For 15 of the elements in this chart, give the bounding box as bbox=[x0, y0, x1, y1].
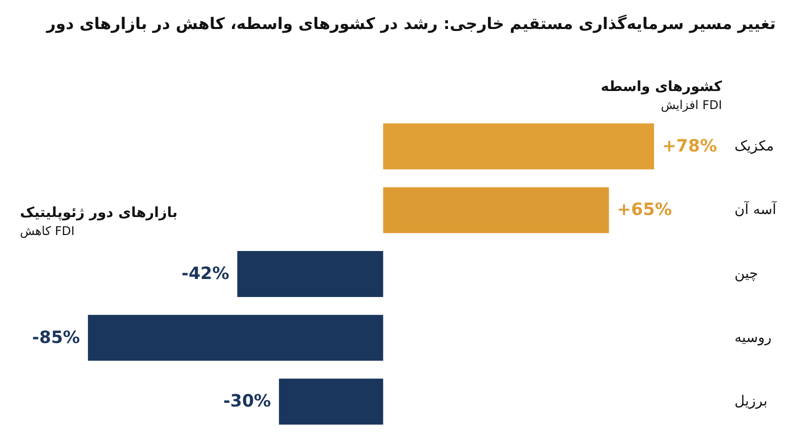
data-label: -42% bbox=[182, 264, 230, 284]
chart-title: تغییر مسیر سرمایه‌گذاری مستقیم خارجی: رشد در کشورهای واسطه، کاهش در بازارهای دور bbox=[46, 14, 776, 33]
data-label: +65% bbox=[616, 200, 672, 220]
y-tick-label: روسیه bbox=[734, 330, 772, 346]
y-tick-label: مکزیک bbox=[734, 138, 774, 154]
text: کاهش FDI bbox=[20, 224, 74, 238]
y-tick-label: آسه آن bbox=[734, 200, 778, 218]
annotation: بازارهای دور ژئوپلیتیک bbox=[20, 205, 178, 221]
y-tick-label: چین bbox=[734, 266, 758, 282]
text: کشورهای واسطه bbox=[600, 79, 723, 95]
text: افزایش FDI bbox=[660, 98, 722, 112]
y-tick-label: برزیل bbox=[734, 394, 768, 410]
data-label: -30% bbox=[223, 392, 271, 412]
data-label: -85% bbox=[32, 328, 80, 348]
data-label: +78% bbox=[662, 136, 717, 156]
